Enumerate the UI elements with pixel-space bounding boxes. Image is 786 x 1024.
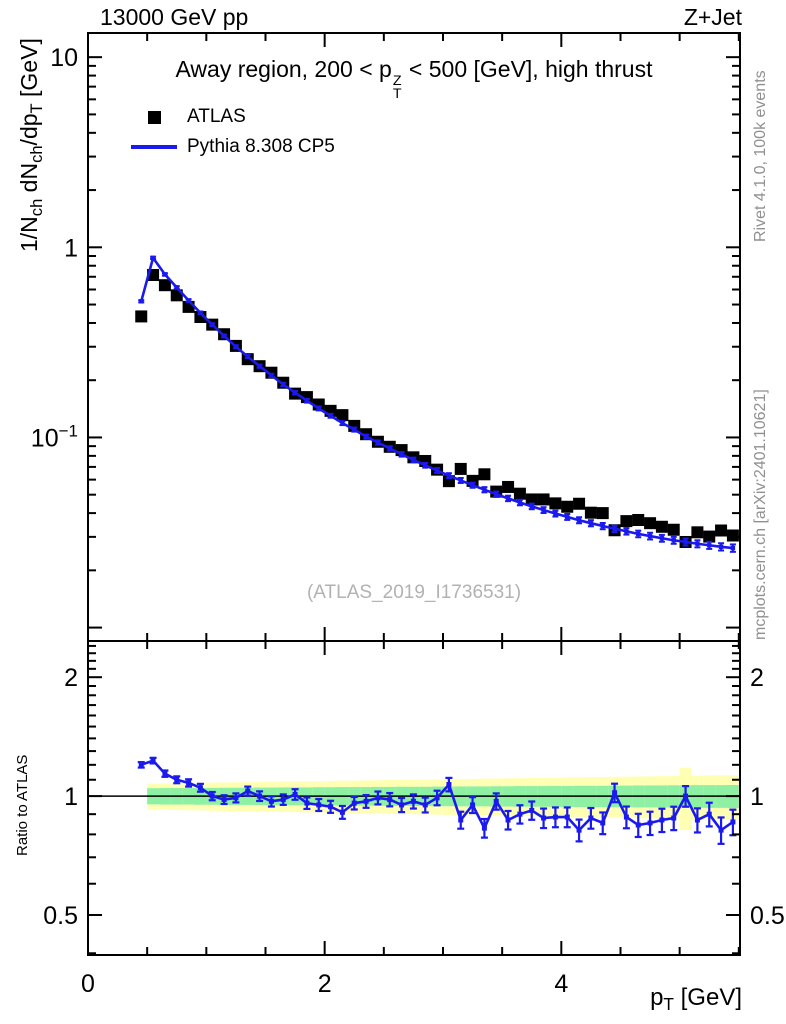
tick-label: 0.5 xyxy=(750,902,785,930)
legend-label-pythia: Pythia 8.308 CP5 xyxy=(187,136,335,157)
panel-title-post: < 500 [GeV], high thrust xyxy=(402,56,653,82)
ratio-markers xyxy=(138,758,736,833)
pythia-line xyxy=(139,256,734,550)
panel-frames xyxy=(87,32,741,956)
tick-label: 2 xyxy=(318,970,332,998)
beam-title: 13000 GeV pp xyxy=(100,4,249,30)
x-axis-label: pT [GeV] xyxy=(650,984,742,1015)
analysis-watermark: (ATLAS_2019_I1736531) xyxy=(306,582,522,603)
ratio-y-axis-label: Ratio to ATLAS xyxy=(14,754,31,856)
tick-label: 1 xyxy=(64,234,78,262)
tick-label: 1 xyxy=(750,783,764,811)
legend: ATLAS Pythia 8.308 CP5 xyxy=(130,102,335,162)
tick-label: 4 xyxy=(554,970,568,998)
pythia-error-bars xyxy=(138,255,736,553)
tick-label: 2 xyxy=(750,664,764,692)
legend-marker-cell xyxy=(130,110,178,124)
axis-ticks xyxy=(88,33,740,955)
mcplots-arxiv-note: mcplots.cern.ch [arXiv:2401.10621] xyxy=(752,389,769,640)
tick-label: 1 xyxy=(64,783,78,811)
tick-label: 10−1 xyxy=(31,421,78,452)
atlas-data-points xyxy=(135,269,739,548)
tick-label: 0 xyxy=(81,970,95,998)
tick-label: 10 xyxy=(50,44,78,72)
rivet-version-note: Rivet 4.1.0, 100k events xyxy=(752,70,769,242)
legend-item-pythia: Pythia 8.308 CP5 xyxy=(130,132,335,162)
pythia-markers xyxy=(139,255,736,551)
panel-title-sup: Z xyxy=(392,72,402,89)
panel-title-pre: Away region, 200 < p xyxy=(175,56,392,82)
atlas-square-marker-icon xyxy=(147,110,161,124)
main-y-axis-label: 1/Nch dNch/dpT [GeV] xyxy=(16,38,46,252)
tick-label: 0.5 xyxy=(43,902,78,930)
ratio-error-bars xyxy=(137,756,737,845)
legend-label-atlas: ATLAS xyxy=(187,106,246,127)
pythia-line-marker-icon xyxy=(131,145,177,149)
tick-labels: 0 2 4 10 1 10−1 2 2 1 1 0.5 0.5 xyxy=(31,44,785,998)
tick-label: 2 xyxy=(64,664,78,692)
panel-title-sub: T xyxy=(392,86,402,103)
legend-item-atlas: ATLAS xyxy=(130,102,335,132)
legend-marker-cell xyxy=(130,145,178,149)
process-title: Z+Jet xyxy=(683,4,742,30)
